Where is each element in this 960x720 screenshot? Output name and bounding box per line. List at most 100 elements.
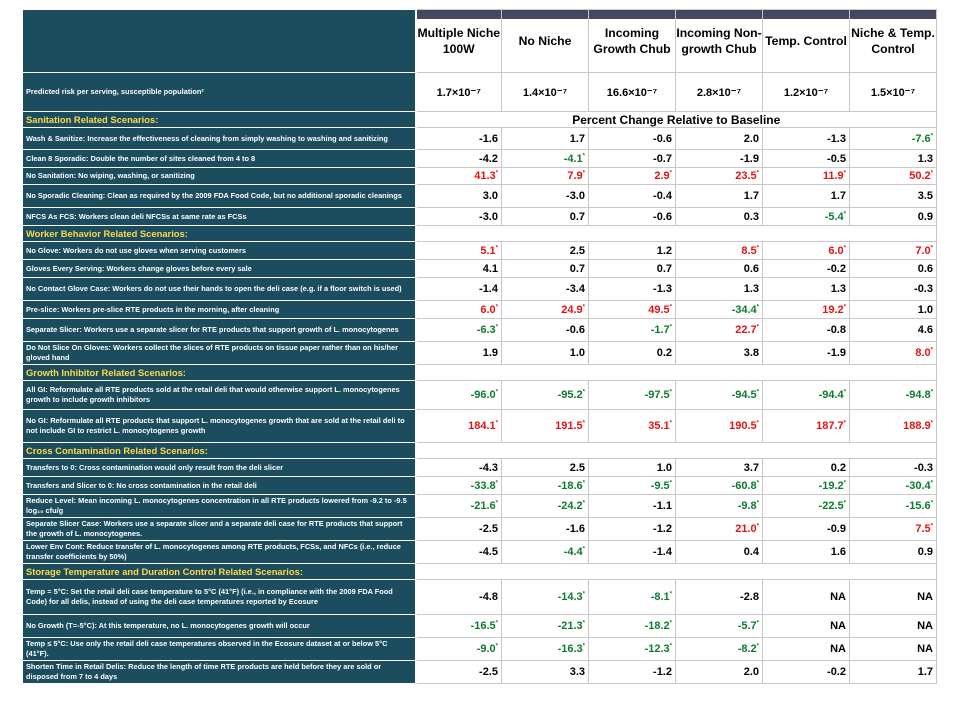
percent-change-cell: 35.1* (588, 409, 676, 443)
percent-change-cell: -1.2 (588, 660, 676, 684)
percent-change-cell: 0.9 (849, 540, 937, 564)
percent-change-cell: -0.6 (588, 207, 676, 226)
percent-change-cell: -0.5 (762, 149, 850, 168)
table-row: Shorten Time in Retail Delis: Reduce the… (22, 660, 937, 684)
percent-change-cell: 1.0 (588, 458, 676, 477)
percent-change-cell: 7.5* (849, 517, 937, 541)
percent-change-cell: 49.5* (588, 300, 676, 319)
column-header: Temp. Control (762, 9, 850, 73)
percent-change-cell: -4.5 (415, 540, 502, 564)
table-row: No Contact Glove Case: Workers do not us… (22, 277, 937, 301)
risk-value: 16.6×10⁻⁷ (588, 72, 676, 112)
table-row: Reduce Level: Mean incoming L. monocytog… (22, 494, 937, 518)
table-row: Transfers to 0: Cross contamination woul… (22, 458, 937, 477)
percent-change-cell: -2.5 (415, 660, 502, 684)
percent-change-cell: 0.3 (675, 207, 763, 226)
table-row: No Sporadic Cleaning: Clean as required … (22, 184, 937, 208)
scenario-label: All GI: Reformulate all RTE products sol… (22, 380, 417, 410)
scenario-label: No Glove: Workers do not use gloves when… (22, 241, 417, 260)
scenario-label: Lower Env Cont: Reduce transfer of L. mo… (22, 540, 417, 564)
percent-change-cell: 1.7 (849, 660, 937, 684)
percent-change-cell: 2.5 (501, 241, 589, 260)
percent-change-cell: -1.6 (415, 127, 502, 150)
percent-change-cell: -0.2 (762, 259, 850, 278)
percent-change-cell: -9.8* (675, 494, 763, 518)
scenario-label: Reduce Level: Mean incoming L. monocytog… (22, 494, 417, 518)
section-title: Cross Contamination Related Scenarios: (22, 442, 417, 459)
percent-change-cell: -22.5* (762, 494, 850, 518)
percent-change-cell: -21.6* (415, 494, 502, 518)
scenario-label: Separate Slicer Case: Workers use a sepa… (22, 517, 417, 541)
percent-change-cell: 6.0* (415, 300, 502, 319)
scenario-label: Do Not Slice On Gloves: Workers collect … (22, 341, 417, 365)
column-header: Niche & Temp. Control (849, 9, 937, 73)
scenario-label: Pre-slice: Workers pre-slice RTE product… (22, 300, 417, 319)
section-fill (415, 442, 937, 459)
table-row: Temp = 5°C: Set the retail deli case tem… (22, 579, 937, 615)
table-row: Clean 8 Sporadic: Double the number of s… (22, 149, 937, 168)
percent-change-cell: -94.4* (762, 380, 850, 410)
percent-change-cell: -0.6 (588, 127, 676, 150)
column-header: Incoming Non-growth Chub (675, 9, 763, 73)
percent-change-cell: -0.9 (762, 517, 850, 541)
header-corner (22, 9, 417, 73)
percent-change-cell: -3.4 (501, 277, 589, 301)
percent-change-cell: -96.0* (415, 380, 502, 410)
percent-change-cell: -4.4* (501, 540, 589, 564)
percent-change-cell: -2.8 (675, 579, 763, 615)
percent-change-cell: 8.0* (849, 341, 937, 365)
table-row: Wash & Sanitize: Increase the effectiven… (22, 127, 937, 150)
percent-change-cell: -0.7 (588, 149, 676, 168)
scenario-label: Transfers and Slicer to 0: No cross cont… (22, 476, 417, 495)
percent-change-cell: -97.5* (588, 380, 676, 410)
percent-change-cell: 187.7* (762, 409, 850, 443)
percent-change-cell: 5.1* (415, 241, 502, 260)
percent-change-cell: 21.0* (675, 517, 763, 541)
percent-change-cell: -8.2* (675, 637, 763, 661)
percent-change-cell: -34.4* (675, 300, 763, 319)
table-row: No Glove: Workers do not use gloves when… (22, 241, 937, 260)
table-row: Lower Env Cont: Reduce transfer of L. mo… (22, 540, 937, 564)
percent-change-cell: -19.2* (762, 476, 850, 495)
percent-change-cell: NA (762, 637, 850, 661)
percent-change-cell: 2.9* (588, 167, 676, 185)
table-row: Transfers and Slicer to 0: No cross cont… (22, 476, 937, 495)
percent-change-cell: -0.3 (849, 277, 937, 301)
percent-change-cell: -1.4 (588, 540, 676, 564)
risk-row: Predicted risk per serving, susceptible … (22, 72, 937, 112)
percent-change-cell: -60.8* (675, 476, 763, 495)
percent-change-cell: 1.3 (849, 149, 937, 168)
scenario-label: No Sporadic Cleaning: Clean as required … (22, 184, 417, 208)
risk-value: 2.8×10⁻⁷ (675, 72, 763, 112)
scenario-label: Transfers to 0: Cross contamination woul… (22, 458, 417, 477)
scenario-label: Gloves Every Serving: Workers change glo… (22, 259, 417, 278)
risk-value: 1.7×10⁻⁷ (415, 72, 502, 112)
percent-change-cell: 8.5* (675, 241, 763, 260)
percent-change-cell: -30.4* (849, 476, 937, 495)
risk-value: 1.4×10⁻⁷ (501, 72, 589, 112)
scenario-label: No Growth (T=-5°C): At this temperature,… (22, 614, 417, 638)
percent-change-cell: -1.4 (415, 277, 502, 301)
table-row: Separate Slicer Case: Workers use a sepa… (22, 517, 937, 541)
percent-change-cell: -16.3* (501, 637, 589, 661)
percent-change-cell: 0.9 (849, 207, 937, 226)
section-header-row: Cross Contamination Related Scenarios: (22, 442, 937, 459)
percent-change-label: Percent Change Relative to Baseline (415, 111, 937, 128)
table-row: NFCS As FCS: Workers clean deli NFCSs at… (22, 207, 937, 226)
percent-change-cell: -9.5* (588, 476, 676, 495)
percent-change-cell: -4.3 (415, 458, 502, 477)
section-fill (415, 225, 937, 242)
percent-change-cell: -5.4* (762, 207, 850, 226)
percent-change-cell: -0.8 (762, 318, 850, 342)
percent-change-cell: 0.2 (588, 341, 676, 365)
percent-change-cell: -15.6* (849, 494, 937, 518)
percent-change-cell: 2.0 (675, 127, 763, 150)
section-fill (415, 563, 937, 580)
results-table-frame: Multiple Niche 100W No Niche Incoming Gr… (22, 9, 937, 708)
percent-change-cell: 1.7 (501, 127, 589, 150)
percent-change-cell: -7.6* (849, 127, 937, 150)
table-row: Gloves Every Serving: Workers change glo… (22, 259, 937, 278)
percent-change-cell: -4.1* (501, 149, 589, 168)
percent-change-cell: 50.2* (849, 167, 937, 185)
percent-change-cell: -1.9 (675, 149, 763, 168)
